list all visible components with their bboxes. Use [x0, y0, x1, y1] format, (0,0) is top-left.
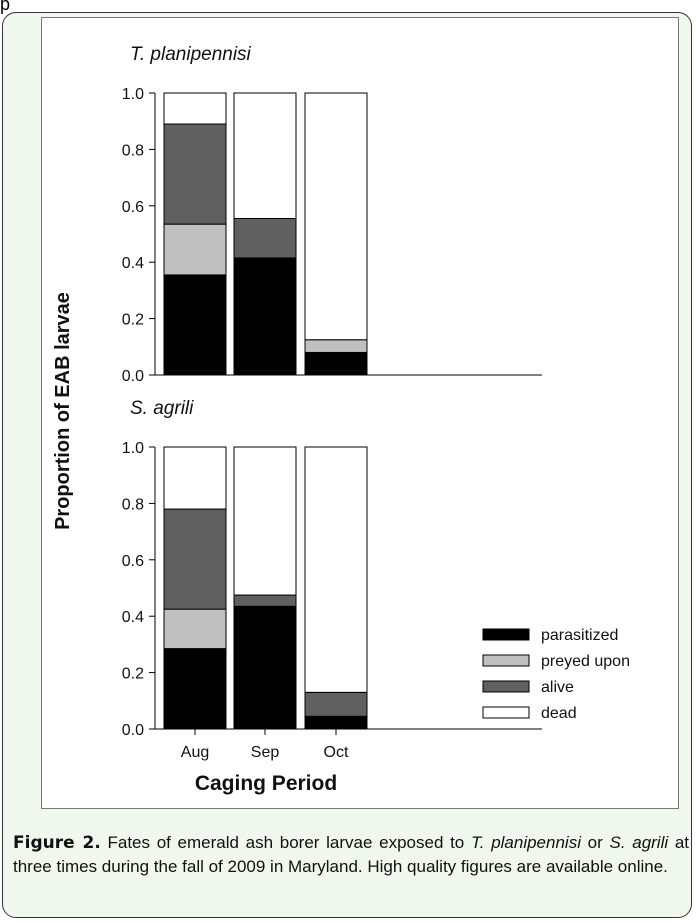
- bar-segment-preyed-upon: [163, 223, 227, 276]
- legend-label: alive: [541, 679, 574, 696]
- x-axis-label: Caging Period: [195, 772, 337, 795]
- caption-text-1: Fates of emerald ash borer larvae expose…: [100, 833, 471, 852]
- fates-chart: T. planipennisi 0.0 0.2 0.4 0.6 0.8 1.0 S. agri…: [52, 44, 630, 795]
- bar-segment-alive: [233, 594, 297, 607]
- bar-segment-dead: [163, 446, 227, 510]
- figure-panel: T. planipennisi 0.0 0.2 0.4 0.6 0.8 1.0 S. agri…: [2, 12, 692, 918]
- bar-segment-dead: [163, 92, 227, 125]
- caption-species-2: S. agrili: [609, 833, 669, 852]
- top-text-fragment: p: [0, 0, 11, 14]
- y-tick-label: 0.8: [122, 142, 144, 159]
- y-tick-label: 1.0: [122, 86, 144, 103]
- y-tick-label: 0.6: [122, 199, 144, 216]
- caption-label: Figure 2.: [13, 833, 101, 853]
- caption-species-1: T. planipennisi: [470, 833, 581, 852]
- x-tick-label: Oct: [324, 744, 349, 761]
- panel-title: S. agrili: [130, 398, 194, 419]
- bar-segment-parasitized: [163, 274, 227, 376]
- y-tick-label: 0.6: [122, 553, 144, 570]
- bar-segment-parasitized: [163, 648, 227, 730]
- bar-segment-preyed-upon: [163, 608, 227, 650]
- y-axis-label: Proportion of EAB larvae: [52, 292, 74, 530]
- caption-text-3: at three times during the fall of 2009 i…: [13, 833, 690, 876]
- bar-segment-dead: [304, 446, 368, 693]
- x-tick-label: Aug: [181, 744, 209, 761]
- bar-segment-alive: [304, 691, 368, 717]
- bar-segment-dead: [304, 92, 368, 341]
- x-tick-label: Sep: [251, 744, 280, 761]
- legend-swatch-parasitized: [482, 628, 530, 641]
- bar-segment-parasitized: [304, 351, 368, 376]
- legend-label: dead: [541, 705, 577, 722]
- legend-label: parasitized: [541, 627, 618, 644]
- y-tick-label: 0.2: [122, 312, 144, 329]
- y-tick-label: 0.8: [122, 496, 144, 513]
- bar-segment-dead: [233, 446, 297, 596]
- panel-title: T. planipennisi: [130, 44, 252, 65]
- legend-label: preyed upon: [541, 653, 630, 670]
- plot-area: T. planipennisi 0.0 0.2 0.4 0.6 0.8 1.0 S. agri…: [41, 17, 679, 809]
- bar-segment-parasitized: [304, 715, 368, 730]
- y-tick-label: 0.0: [122, 368, 144, 385]
- y-tick-label: 0.4: [122, 609, 144, 626]
- bar-segment-dead: [233, 92, 297, 219]
- y-tick-label: 0.4: [122, 255, 144, 272]
- bar-segment-parasitized: [233, 605, 297, 730]
- y-tick-label: 0.2: [122, 666, 144, 683]
- figure-caption: Figure 2. Fates of emerald ash borer lar…: [13, 831, 689, 879]
- legend-swatch-dead: [482, 706, 530, 719]
- bar-segment-alive: [233, 217, 297, 259]
- legend-swatch-alive: [482, 680, 530, 693]
- bar-segment-parasitized: [233, 257, 297, 376]
- y-tick-label: 1.0: [122, 440, 144, 457]
- y-tick-label: 0.0: [122, 722, 144, 739]
- caption-text-2: or: [580, 833, 610, 852]
- bar-segment-alive: [163, 123, 227, 225]
- legend-swatch-preyed-upon: [482, 654, 530, 667]
- bar-segment-preyed-upon: [304, 339, 368, 353]
- bar-segment-alive: [163, 508, 227, 610]
